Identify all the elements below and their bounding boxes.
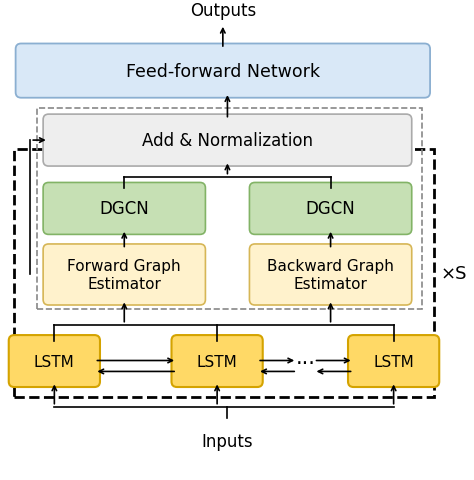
FancyBboxPatch shape [249, 183, 412, 235]
Text: LSTM: LSTM [34, 354, 75, 369]
FancyBboxPatch shape [16, 45, 430, 98]
Text: Add & Normalization: Add & Normalization [142, 132, 313, 150]
FancyBboxPatch shape [43, 244, 205, 305]
Text: Feed-forward Network: Feed-forward Network [126, 62, 320, 81]
FancyBboxPatch shape [43, 115, 412, 167]
Text: ×S: ×S [441, 265, 467, 283]
Text: LSTM: LSTM [373, 354, 414, 369]
Text: Inputs: Inputs [201, 432, 253, 450]
Text: DGCN: DGCN [306, 200, 356, 218]
FancyBboxPatch shape [43, 183, 205, 235]
FancyBboxPatch shape [348, 336, 439, 387]
Text: ···: ··· [295, 353, 315, 373]
FancyBboxPatch shape [9, 336, 100, 387]
FancyBboxPatch shape [249, 244, 412, 305]
Text: LSTM: LSTM [197, 354, 237, 369]
Text: Forward Graph
Estimator: Forward Graph Estimator [67, 259, 181, 291]
FancyBboxPatch shape [172, 336, 263, 387]
Bar [14, 150, 434, 397]
Text: DGCN: DGCN [100, 200, 149, 218]
Bar [37, 109, 422, 309]
Text: Outputs: Outputs [190, 2, 256, 20]
Text: Backward Graph
Estimator: Backward Graph Estimator [267, 259, 394, 291]
